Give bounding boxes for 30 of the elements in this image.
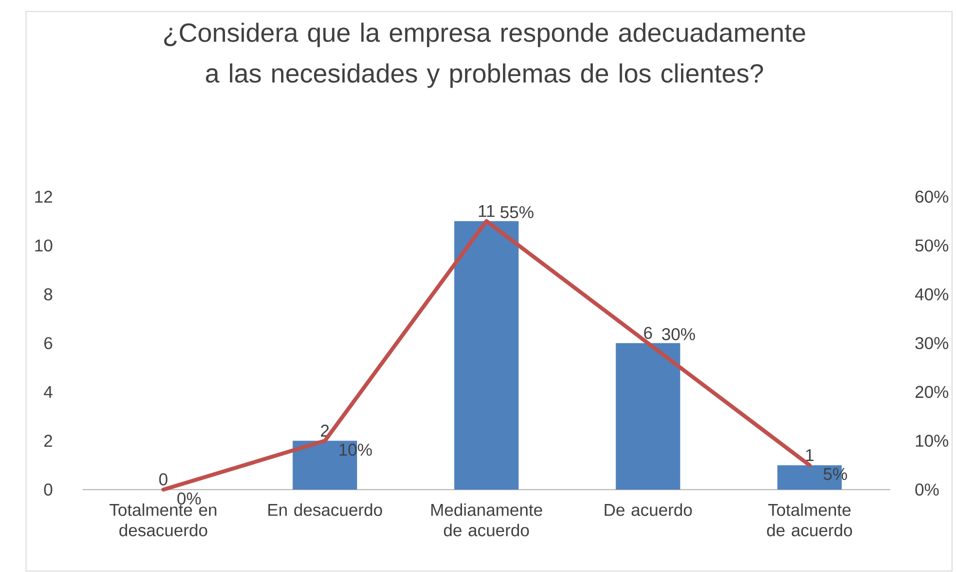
y2-tick-label: 60% xyxy=(916,190,948,203)
y-tick-label: 2 xyxy=(44,434,52,447)
y2-tick-label: 40% xyxy=(915,288,948,300)
y2-tick-label: 0% xyxy=(915,483,939,496)
x-tick-label: Medianamente de acuerdo xyxy=(431,503,542,536)
x-tick-label: De acuerdo xyxy=(604,503,692,516)
y-tick-label: 8 xyxy=(44,288,52,300)
x-tick-label: Totalmente en desacuerdo xyxy=(110,503,216,536)
y-tick-label: 10 xyxy=(35,239,52,252)
bar xyxy=(616,342,680,490)
y2-tick-label: 10% xyxy=(916,434,948,447)
bar xyxy=(454,220,519,490)
data-label: 6 xyxy=(644,326,652,339)
data-label: 0% xyxy=(177,492,201,504)
y2-tick-label: 20% xyxy=(916,386,948,398)
data-label: 30% xyxy=(662,328,695,340)
chart-title: ¿Considera que la empresa responde adecuadamente a las necesidades y problemas de los clientes? xyxy=(164,22,806,88)
data-label: 55% xyxy=(500,206,534,218)
y-tick-label: 4 xyxy=(44,386,52,398)
x-tick-label: Totalmente de acuerdo xyxy=(767,503,852,536)
data-label: 11 xyxy=(478,204,494,217)
y2-tick-label: 50% xyxy=(915,239,948,252)
x-tick-label: En desacuerdo xyxy=(268,503,382,516)
data-label: 0 xyxy=(159,473,168,486)
y-tick-label: 6 xyxy=(44,336,52,350)
data-label: 1 xyxy=(806,449,814,461)
y-tick-label: 0 xyxy=(44,483,52,496)
y-tick-label: 12 xyxy=(35,190,52,202)
y2-tick-label: 30% xyxy=(915,336,948,350)
line-series xyxy=(161,218,812,492)
